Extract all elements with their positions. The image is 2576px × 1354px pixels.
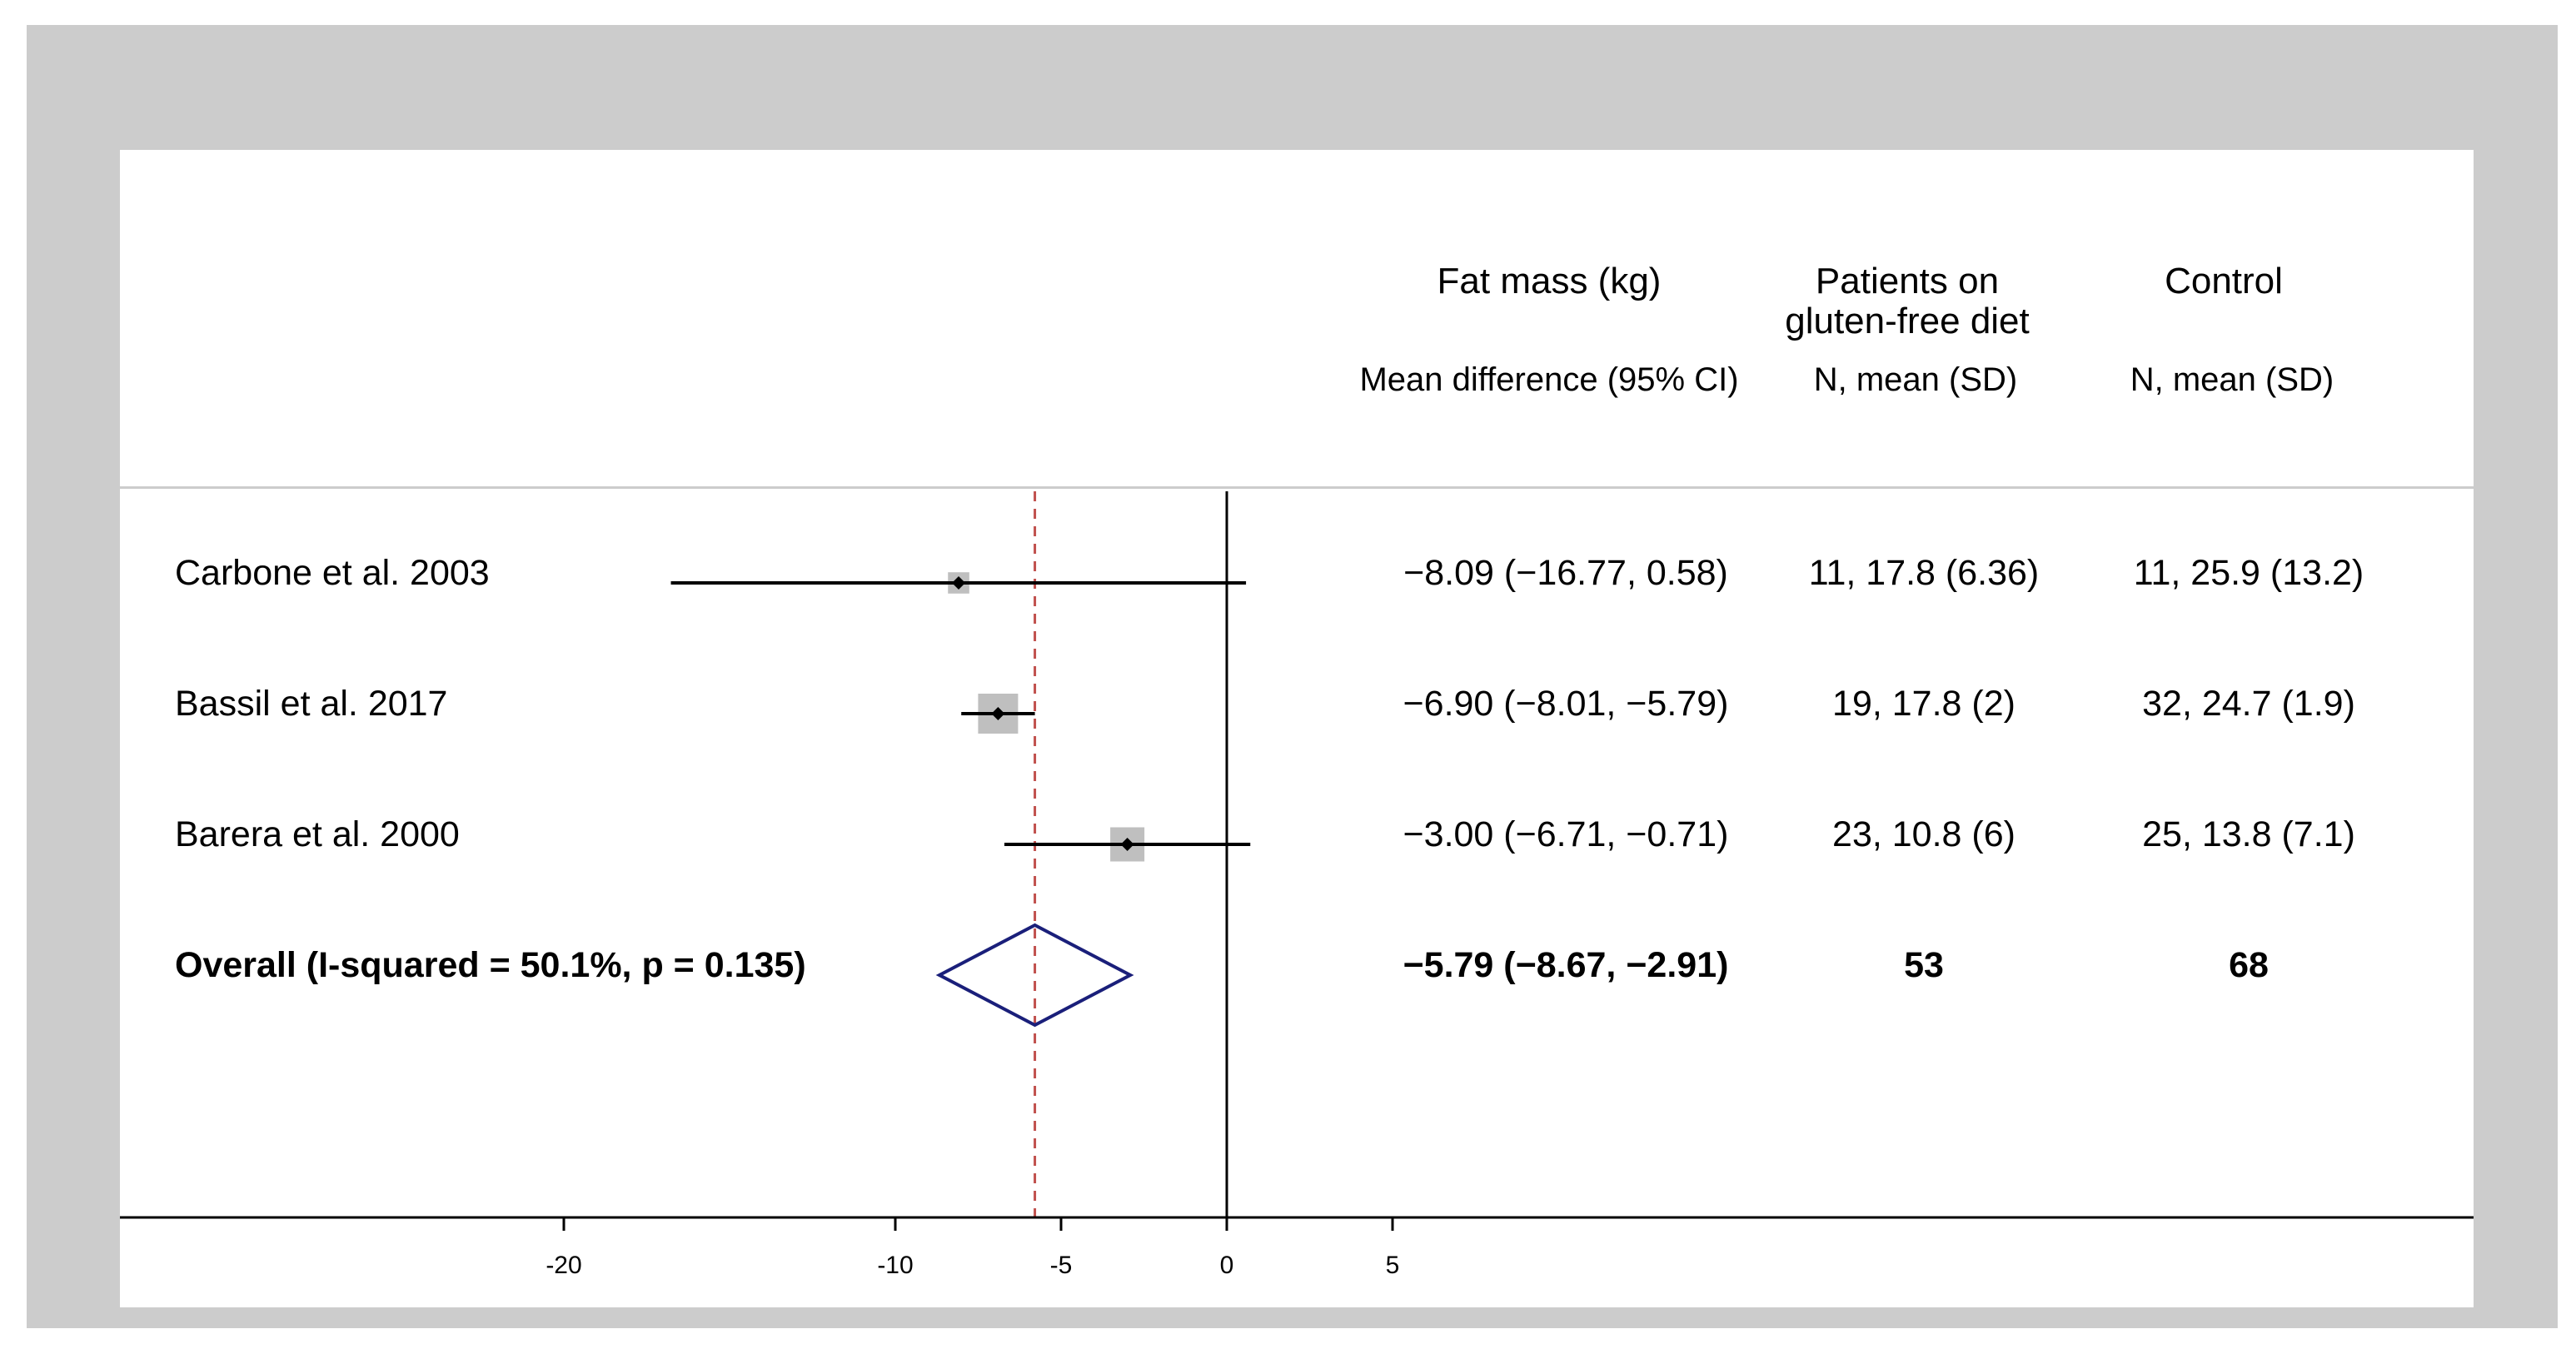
plot-panel	[120, 150, 2474, 1307]
x-tick-label-0: 0	[1220, 1252, 1234, 1279]
control-carbone: 11, 25.9 (13.2)	[2133, 553, 2364, 593]
treatment-carbone: 11, 17.8 (6.36)	[1808, 553, 2040, 593]
treatment-overall: 53	[1904, 945, 1944, 985]
header-control-title: Control	[2165, 261, 2283, 301]
study-label-carbone: Carbone et al. 2003	[175, 553, 490, 593]
ci-text-overall: −5.79 (−8.67, −2.91)	[1403, 945, 1729, 985]
study-label-bassil: Bassil et al. 2017	[175, 684, 448, 724]
point-estimate-bassil	[991, 707, 1005, 720]
header-treatment-title-line2: gluten-free diet	[1785, 301, 2030, 341]
point-estimate-carbone	[952, 576, 966, 590]
x-tick-label--5: -5	[1050, 1252, 1073, 1279]
control-bassil: 32, 24.7 (1.9)	[2142, 684, 2355, 724]
x-tick-label--10: -10	[877, 1252, 913, 1279]
overall-diamond	[935, 923, 1134, 1028]
header-treatment-title-line1: Patients on	[1815, 261, 2000, 301]
x-tick-label-5: 5	[1386, 1252, 1400, 1279]
header-effect-title: Fat mass (kg)	[1437, 261, 1662, 301]
header-treatment-sub: N, mean (SD)	[1813, 361, 2018, 398]
ci-text-bassil: −6.90 (−8.01, −5.79)	[1403, 684, 1729, 724]
ci-text-barera: −3.00 (−6.71, −0.71)	[1403, 814, 1729, 854]
overall-label: Overall (I-squared = 50.1%, p = 0.135)	[175, 945, 806, 985]
x-tick-label--20: -20	[546, 1252, 581, 1279]
control-overall: 68	[2229, 945, 2269, 985]
header-effect-sub: Mean difference (95% CI)	[1359, 361, 1739, 398]
treatment-barera: 23, 10.8 (6)	[1832, 814, 2015, 854]
header-control-sub: N, mean (SD)	[2130, 361, 2334, 398]
point-estimate-barera	[1120, 838, 1134, 851]
treatment-bassil: 19, 17.8 (2)	[1832, 684, 2015, 724]
study-label-barera: Barera et al. 2000	[175, 814, 460, 854]
header-divider	[120, 486, 2474, 489]
control-barera: 25, 13.8 (7.1)	[2142, 814, 2355, 854]
ci-text-carbone: −8.09 (−16.77, 0.58)	[1403, 553, 1728, 593]
